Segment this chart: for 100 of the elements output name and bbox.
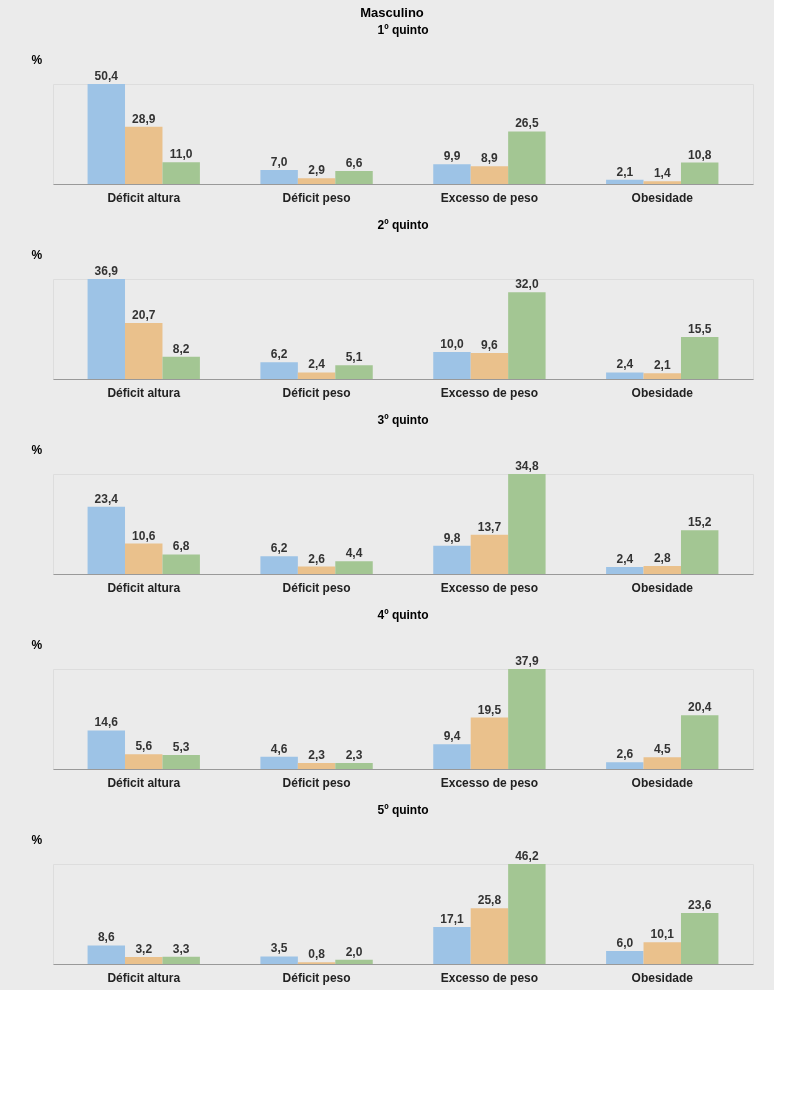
bar — [335, 762, 373, 769]
data-label: 2,9 — [308, 163, 326, 178]
x-tick-label: Excesso de peso — [440, 385, 539, 400]
data-label: 1,4 — [653, 166, 671, 181]
data-label: 9,8 — [443, 530, 461, 545]
bar — [162, 162, 200, 184]
bar — [125, 322, 163, 379]
bar — [260, 362, 298, 379]
chart-subtitle: 4º quinto — [377, 608, 429, 622]
data-label: 2,6 — [616, 747, 634, 762]
data-label: 23,4 — [94, 491, 119, 506]
data-label: 6,2 — [270, 347, 288, 362]
chart-subtitle: 5º quinto — [377, 803, 429, 817]
x-tick-label: Déficit peso — [282, 580, 351, 595]
bar — [260, 956, 298, 964]
x-tick-label: Obesidade — [631, 970, 694, 985]
bar — [606, 951, 644, 964]
data-label: 2,1 — [616, 164, 634, 179]
data-label: 5,3 — [172, 740, 190, 755]
data-label: 6,2 — [270, 541, 288, 556]
data-label: 2,6 — [308, 551, 326, 566]
bar — [162, 755, 200, 769]
data-label: 46,2 — [515, 849, 539, 863]
data-label: 19,5 — [477, 702, 502, 717]
bar — [87, 279, 126, 379]
data-label: 2,0 — [345, 944, 363, 959]
x-tick-label: Déficit altura — [107, 385, 181, 400]
bar — [606, 762, 644, 769]
bar — [470, 352, 509, 379]
x-tick-label: Déficit altura — [107, 190, 181, 205]
data-label: 3,5 — [270, 941, 288, 956]
bar — [335, 170, 373, 184]
bar — [680, 715, 719, 769]
bar — [125, 126, 163, 184]
bar — [470, 717, 509, 769]
bar — [680, 336, 719, 379]
data-label: 14,6 — [94, 715, 119, 730]
data-label: 28,9 — [132, 111, 156, 126]
data-label: 6,6 — [345, 155, 363, 170]
x-tick-label: Obesidade — [631, 775, 694, 790]
data-label: 2,3 — [308, 747, 326, 762]
data-label: 9,6 — [481, 337, 499, 352]
bar — [470, 534, 509, 574]
x-tick-label: Excesso de peso — [440, 970, 539, 985]
data-label: 26,5 — [515, 116, 539, 131]
bar — [87, 945, 126, 964]
data-label: 3,2 — [135, 942, 153, 957]
x-tick-label: Déficit altura — [107, 580, 181, 595]
data-label: 10,0 — [440, 336, 464, 351]
bar — [162, 554, 200, 574]
data-label: 36,9 — [94, 264, 119, 278]
data-label: 9,9 — [443, 149, 461, 164]
data-label: 10,8 — [688, 147, 712, 162]
x-tick-label: Déficit altura — [107, 775, 181, 790]
x-tick-label: Excesso de peso — [440, 190, 539, 205]
bar — [680, 162, 719, 184]
bar — [643, 373, 681, 379]
bar — [606, 372, 644, 379]
bar — [643, 565, 681, 574]
bar — [433, 545, 471, 574]
bar — [508, 669, 546, 769]
y-axis-title: % — [31, 247, 43, 262]
data-label: 2,4 — [616, 552, 634, 567]
data-label: 0,8 — [308, 947, 326, 962]
chart-subtitle: 3º quinto — [377, 413, 429, 427]
data-label: 20,4 — [688, 700, 712, 715]
data-label: 10,1 — [650, 927, 675, 942]
bar — [508, 292, 546, 379]
data-label: 4,6 — [270, 741, 288, 756]
data-label: 34,8 — [515, 459, 539, 473]
x-tick-label: Déficit peso — [282, 190, 351, 205]
bar — [260, 756, 298, 769]
bar — [680, 530, 719, 574]
data-label: 6,0 — [616, 936, 634, 951]
data-label: 4,5 — [653, 742, 671, 757]
y-axis-title: % — [31, 637, 43, 652]
data-label: 2,1 — [653, 358, 671, 373]
y-axis-title: % — [31, 52, 43, 67]
data-label: 8,2 — [172, 341, 190, 356]
data-label: 2,3 — [345, 747, 363, 762]
data-label: 25,8 — [477, 893, 502, 908]
bar — [335, 365, 373, 379]
bar — [606, 567, 644, 574]
data-label: 8,9 — [481, 151, 499, 166]
bar — [260, 170, 298, 184]
data-label: 50,4 — [94, 69, 119, 83]
chart-title: Masculino — [360, 4, 424, 20]
bar — [125, 754, 163, 769]
bar — [335, 959, 373, 964]
bar — [125, 957, 163, 964]
bar — [433, 164, 471, 184]
bar — [297, 762, 336, 769]
data-label: 8,6 — [97, 930, 115, 945]
y-axis-title: % — [31, 442, 43, 457]
y-axis-title: % — [31, 832, 43, 847]
data-label: 6,8 — [172, 539, 190, 554]
bar — [470, 166, 509, 184]
x-tick-label: Déficit peso — [282, 385, 351, 400]
bar — [470, 908, 509, 964]
data-label: 23,6 — [688, 897, 712, 912]
